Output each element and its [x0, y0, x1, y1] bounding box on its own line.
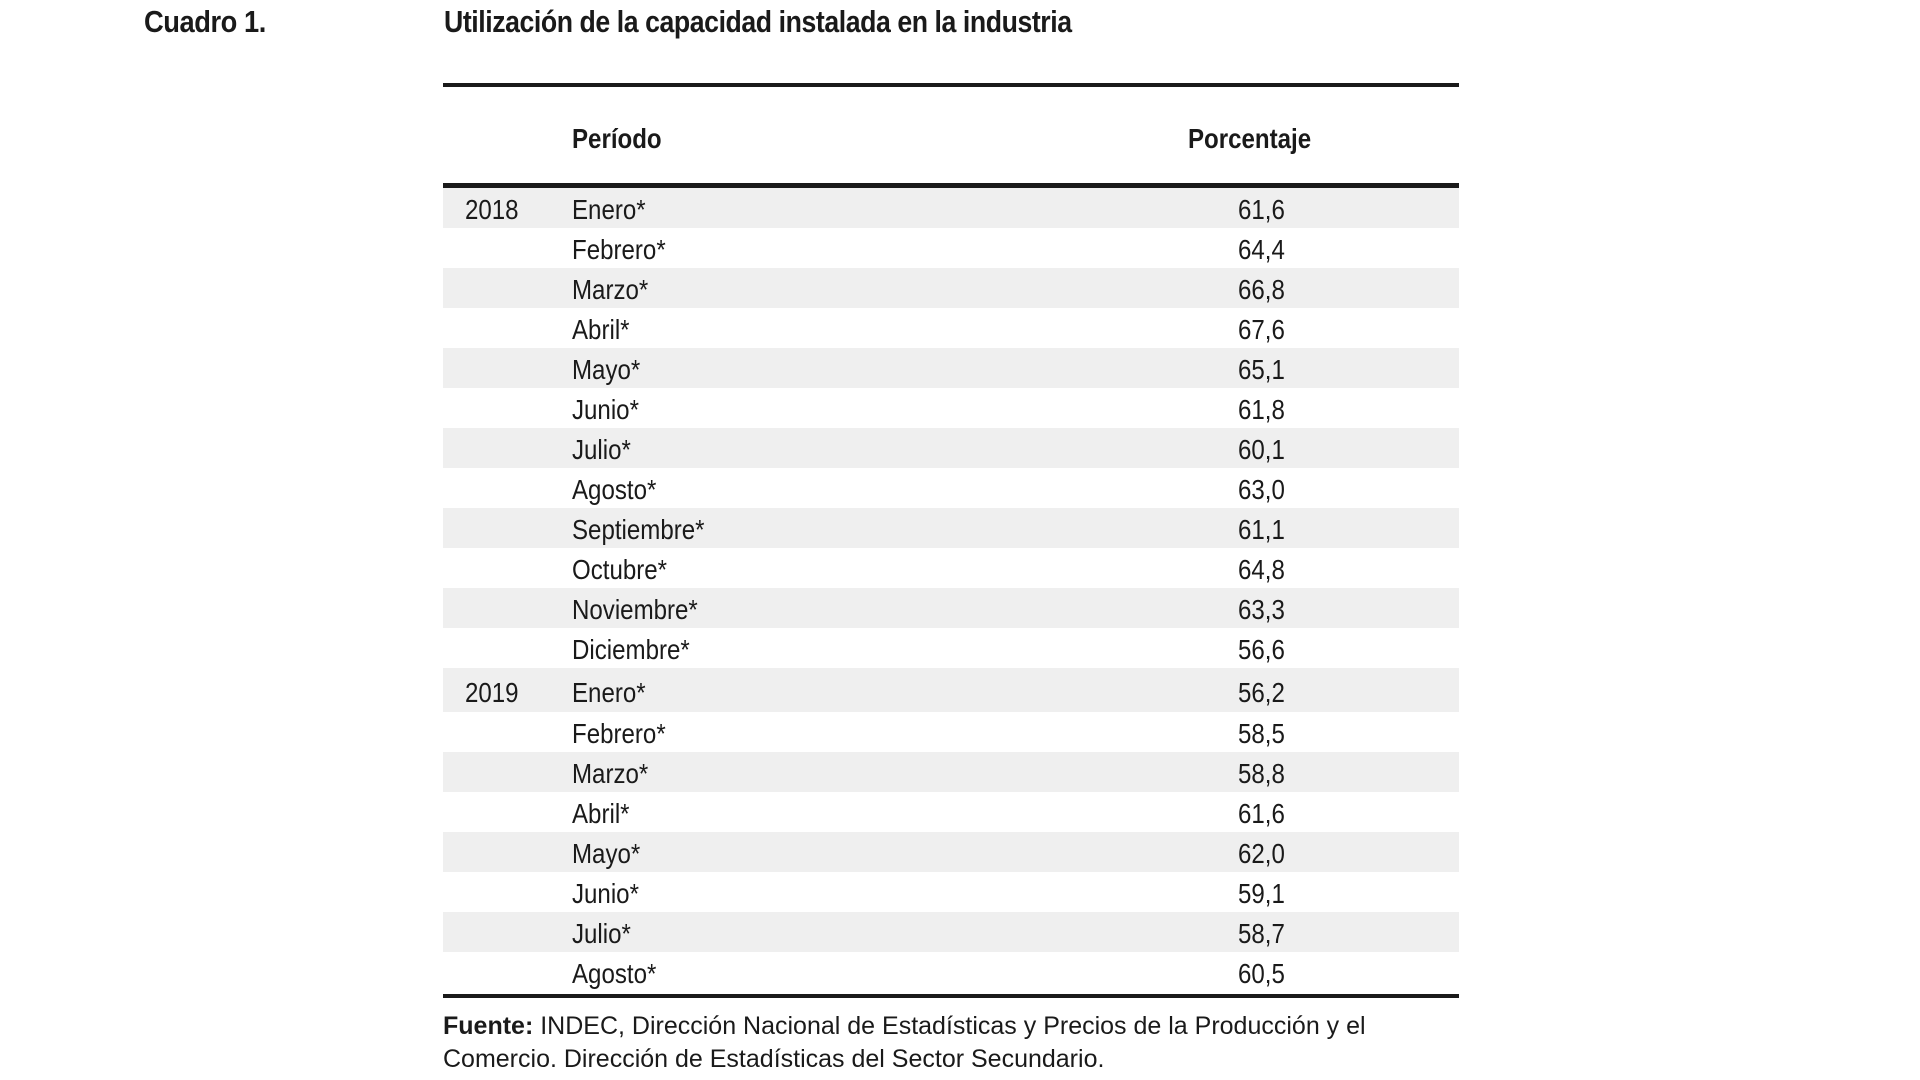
table-row: Agosto* 60,5	[443, 952, 1459, 992]
source-label: Fuente:	[443, 1012, 534, 1040]
table-header-rule	[443, 183, 1459, 188]
row-percentage: 64,8	[1238, 554, 1285, 585]
row-month: Julio*	[572, 918, 631, 949]
row-percentage: 60,1	[1238, 434, 1285, 465]
table-row: Septiembre* 61,1	[443, 508, 1459, 548]
row-month: Enero*	[572, 677, 646, 708]
row-month: Mayo*	[572, 354, 641, 385]
row-percentage: 58,7	[1238, 918, 1285, 949]
row-month: Febrero*	[572, 718, 666, 749]
row-percentage: 62,0	[1238, 838, 1285, 869]
row-percentage: 64,4	[1238, 234, 1285, 265]
row-percentage: 67,6	[1238, 314, 1285, 345]
row-month: Junio*	[572, 878, 639, 909]
row-percentage: 61,6	[1238, 798, 1285, 829]
row-month: Diciembre*	[572, 634, 690, 665]
row-percentage: 58,5	[1238, 718, 1285, 749]
row-percentage: 61,8	[1238, 394, 1285, 425]
row-percentage: 61,1	[1238, 514, 1285, 545]
row-percentage: 63,0	[1238, 474, 1285, 505]
table-row: Febrero* 64,4	[443, 228, 1459, 268]
row-percentage: 61,6	[1238, 194, 1285, 225]
table-row: Marzo* 66,8	[443, 268, 1459, 308]
row-month: Mayo*	[572, 838, 641, 869]
table-header: Período Porcentaje	[443, 87, 1459, 183]
table-row: Febrero* 58,5	[443, 712, 1459, 752]
row-month: Agosto*	[572, 474, 657, 505]
table-title: Utilización de la capacidad instalada en…	[444, 4, 1072, 39]
column-header-period: Período	[572, 123, 662, 154]
table-row: Mayo* 65,1	[443, 348, 1459, 388]
table-row: Junio* 61,8	[443, 388, 1459, 428]
row-percentage: 66,8	[1238, 274, 1285, 305]
row-month: Octubre*	[572, 554, 668, 585]
row-month: Julio*	[572, 434, 631, 465]
source-note: Fuente: INDEC, Dirección Nacional de Est…	[443, 1010, 1473, 1076]
column-header-percentage: Porcentaje	[1188, 123, 1312, 154]
table-row: Abril* 67,6	[443, 308, 1459, 348]
table-row: Octubre* 64,8	[443, 548, 1459, 588]
row-percentage: 60,5	[1238, 958, 1285, 989]
row-month: Abril*	[572, 314, 630, 345]
row-month: Abril*	[572, 798, 630, 829]
table-row: Mayo* 62,0	[443, 832, 1459, 872]
row-month: Marzo*	[572, 758, 649, 789]
table-row: Julio* 58,7	[443, 912, 1459, 952]
table-row: Abril* 61,6	[443, 792, 1459, 832]
row-month: Septiembre*	[572, 514, 705, 545]
row-year: 2018	[465, 194, 519, 225]
row-month: Junio*	[572, 394, 639, 425]
table-row: 2019 Enero* 56,2	[443, 668, 1459, 712]
row-percentage: 59,1	[1238, 878, 1285, 909]
row-percentage: 56,6	[1238, 634, 1285, 665]
row-month: Agosto*	[572, 958, 657, 989]
table-bottom-rule	[443, 994, 1459, 998]
row-month: Marzo*	[572, 274, 649, 305]
table-body: 2018 Enero* 61,6 Febrero* 64,4 Marzo* 66,8 Abri…	[443, 188, 1459, 992]
capacity-table: Período Porcentaje 2018 Enero* 61,6 Febrero…	[443, 83, 1459, 998]
row-month: Enero*	[572, 194, 646, 225]
row-month: Febrero*	[572, 234, 666, 265]
table-row: Noviembre* 63,3	[443, 588, 1459, 628]
table-row: Junio* 59,1	[443, 872, 1459, 912]
table-row: Agosto* 63,0	[443, 468, 1459, 508]
row-year: 2019	[465, 677, 519, 708]
table-top-rule	[443, 83, 1459, 87]
table-number: Cuadro 1.	[144, 4, 266, 39]
table-row: Marzo* 58,8	[443, 752, 1459, 792]
row-percentage: 65,1	[1238, 354, 1285, 385]
table-row: Diciembre* 56,6	[443, 628, 1459, 668]
table-row: 2018 Enero* 61,6	[443, 188, 1459, 228]
row-month: Noviembre*	[572, 594, 698, 625]
row-percentage: 56,2	[1238, 677, 1285, 708]
row-percentage: 58,8	[1238, 758, 1285, 789]
row-percentage: 63,3	[1238, 594, 1285, 625]
table-row: Julio* 60,1	[443, 428, 1459, 468]
source-text: INDEC, Dirección Nacional de Estadística…	[443, 1012, 1366, 1073]
